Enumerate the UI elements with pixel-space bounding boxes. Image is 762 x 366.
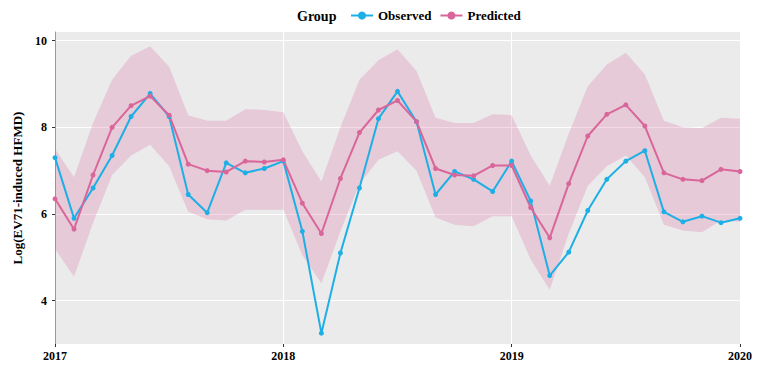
svg-text:Group: Group [297, 9, 337, 24]
svg-text:8: 8 [41, 120, 47, 134]
svg-text:Predicted: Predicted [467, 8, 521, 23]
svg-text:2019: 2019 [500, 349, 524, 363]
svg-text:2017: 2017 [43, 349, 67, 363]
svg-text:2020: 2020 [728, 349, 752, 363]
svg-text:10: 10 [35, 34, 47, 48]
svg-text:Log(EV71-induced HFMD): Log(EV71-induced HFMD) [10, 112, 25, 265]
svg-text:4: 4 [41, 294, 47, 308]
svg-text:2018: 2018 [271, 349, 295, 363]
svg-text:Observed: Observed [378, 8, 432, 23]
svg-text:6: 6 [41, 207, 47, 221]
